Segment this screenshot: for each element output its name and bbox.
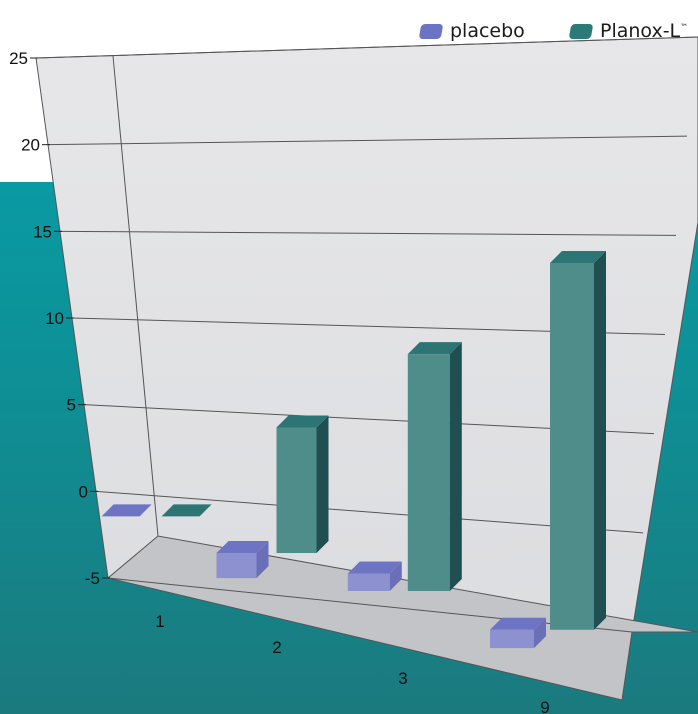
- x-category-label: 3: [398, 669, 407, 688]
- x-category-label: 2: [272, 638, 281, 657]
- bar-front: [347, 573, 390, 591]
- y-tick-label: 5: [67, 396, 76, 415]
- legend-swatch-placebo: [418, 23, 444, 39]
- bar-planox-3: [407, 342, 462, 591]
- legend-label-planox: Planox-L™: [600, 20, 689, 42]
- legend-item-planox: Planox-L™: [568, 18, 689, 44]
- bar-side: [389, 561, 402, 591]
- x-category-label: 1: [155, 612, 164, 631]
- gridline: [59, 230, 677, 236]
- bar-top: [161, 504, 212, 517]
- bar-front: [490, 629, 535, 649]
- bar-top: [407, 342, 462, 355]
- legend-label-placebo: placebo: [450, 20, 525, 42]
- bar-top: [276, 415, 329, 428]
- y-tick-label: 10: [45, 309, 64, 328]
- y-tick-label: -5: [85, 569, 100, 588]
- legend-swatch-planox: [568, 23, 594, 39]
- bar-top: [490, 617, 547, 630]
- bar-top: [347, 561, 402, 574]
- bar-front: [407, 354, 450, 591]
- y-axis-ticks: 25 20 15 10 5 0 -5: [9, 49, 110, 588]
- bar-side: [449, 342, 462, 591]
- bar-front: [550, 263, 595, 630]
- bar-placebo-1: [101, 504, 152, 517]
- legend-item-placebo: placebo: [418, 18, 525, 44]
- y-tick-label: 15: [33, 222, 52, 241]
- y-tick-label: 0: [79, 482, 88, 501]
- bar-planox-2: [276, 415, 329, 554]
- bar-planox-1: [161, 504, 212, 517]
- x-category-label: 9: [540, 698, 549, 714]
- bar-placebo-3: [347, 561, 402, 591]
- bar-side: [594, 251, 607, 630]
- bar-top: [216, 541, 269, 554]
- bar-placebo-2: [216, 541, 269, 579]
- gridline: [35, 36, 698, 59]
- x-axis-labels: 1 2 3 9: [155, 612, 549, 714]
- y-tick-label: 20: [21, 136, 40, 155]
- bar-front: [216, 553, 257, 579]
- gridline: [47, 135, 688, 146]
- bar-side: [256, 541, 269, 579]
- bar-top: [550, 251, 607, 264]
- bar-top: [101, 504, 152, 517]
- bar-placebo-9: [490, 617, 547, 649]
- bar-side: [316, 415, 329, 554]
- wall-edge: [112, 55, 159, 537]
- bar-side: [534, 617, 547, 649]
- bar-planox-9: [550, 251, 607, 630]
- bar-front: [276, 427, 317, 554]
- bars: [101, 251, 607, 649]
- y-tick-label: 25: [9, 49, 28, 68]
